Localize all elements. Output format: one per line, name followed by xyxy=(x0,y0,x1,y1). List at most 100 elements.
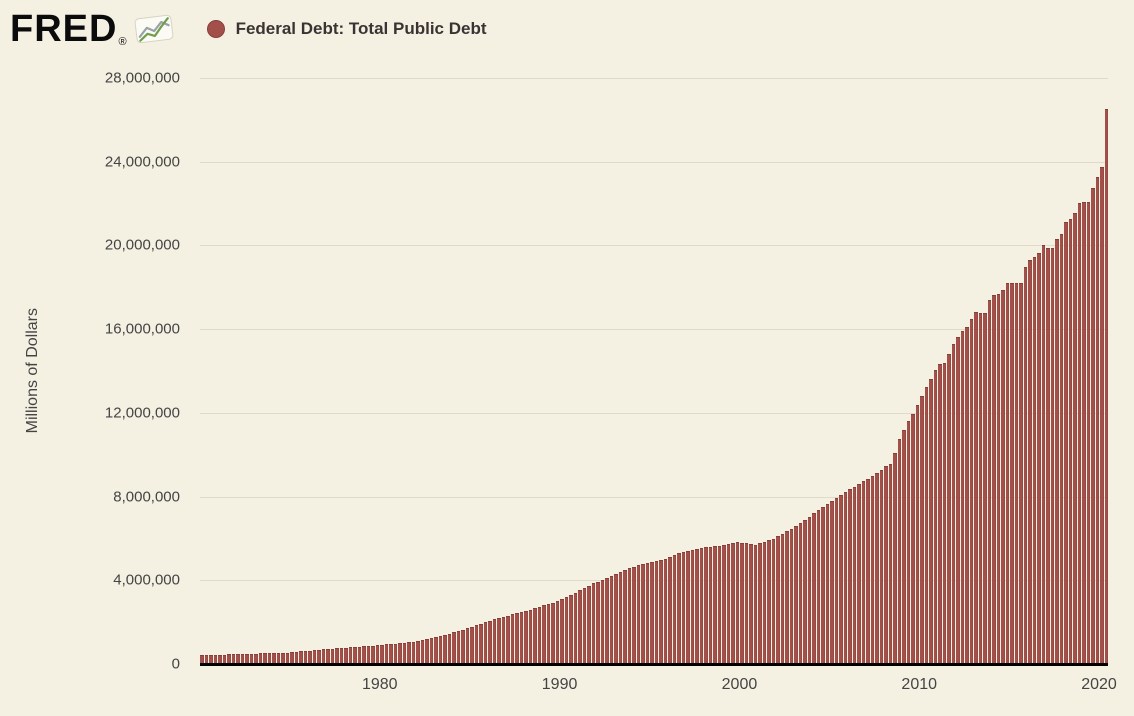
debt-bar[interactable] xyxy=(569,594,573,664)
debt-bar[interactable] xyxy=(1082,202,1086,664)
debt-bar[interactable] xyxy=(825,504,829,664)
debt-bar[interactable] xyxy=(1077,203,1081,664)
debt-bar[interactable] xyxy=(276,652,280,664)
debt-bar[interactable] xyxy=(519,612,523,664)
debt-bar[interactable] xyxy=(272,653,276,664)
debt-bar[interactable] xyxy=(389,644,393,664)
debt-bar[interactable] xyxy=(632,566,636,664)
debt-bar[interactable] xyxy=(789,528,793,664)
debt-bar[interactable] xyxy=(857,484,861,664)
debt-bar[interactable] xyxy=(798,522,802,664)
debt-bar[interactable] xyxy=(339,648,343,664)
debt-bar[interactable] xyxy=(1019,283,1023,664)
debt-bar[interactable] xyxy=(1005,283,1009,664)
debt-bar[interactable] xyxy=(677,553,681,664)
debt-bar[interactable] xyxy=(573,592,577,664)
debt-bar[interactable] xyxy=(443,634,447,664)
debt-bar[interactable] xyxy=(762,541,766,664)
debt-bar[interactable] xyxy=(249,653,253,664)
debt-bar[interactable] xyxy=(1055,239,1059,664)
debt-bar[interactable] xyxy=(497,618,501,664)
debt-bar[interactable] xyxy=(978,312,982,664)
debt-bar[interactable] xyxy=(231,654,235,664)
debt-bar[interactable] xyxy=(285,652,289,664)
debt-bar[interactable] xyxy=(492,619,496,664)
debt-bar[interactable] xyxy=(483,622,487,664)
debt-bar[interactable] xyxy=(294,651,298,664)
debt-bar[interactable] xyxy=(992,294,996,664)
debt-bar[interactable] xyxy=(344,647,348,664)
debt-bar[interactable] xyxy=(434,636,438,664)
debt-bar[interactable] xyxy=(942,362,946,664)
debt-bar[interactable] xyxy=(924,386,928,664)
debt-bar[interactable] xyxy=(947,353,951,664)
debt-bar[interactable] xyxy=(411,641,415,664)
debt-bar[interactable] xyxy=(821,507,825,664)
debt-bar[interactable] xyxy=(645,562,649,664)
debt-bar[interactable] xyxy=(510,614,514,664)
debt-bar[interactable] xyxy=(362,646,366,664)
debt-bar[interactable] xyxy=(447,633,451,664)
debt-bar[interactable] xyxy=(1028,259,1032,664)
debt-bar[interactable] xyxy=(213,654,217,664)
debt-bar[interactable] xyxy=(816,510,820,664)
debt-bar[interactable] xyxy=(1014,283,1018,664)
debt-bar[interactable] xyxy=(834,498,838,664)
debt-bar[interactable] xyxy=(200,655,204,664)
debt-bar[interactable] xyxy=(1104,108,1108,664)
debt-bar[interactable] xyxy=(803,519,807,664)
debt-bar[interactable] xyxy=(290,652,294,664)
debt-bar[interactable] xyxy=(546,604,550,664)
debt-bar[interactable] xyxy=(506,615,510,664)
debt-bar[interactable] xyxy=(218,654,222,664)
debt-bar[interactable] xyxy=(735,542,739,664)
debt-bar[interactable] xyxy=(740,542,744,664)
debt-bar[interactable] xyxy=(933,369,937,664)
debt-bar[interactable] xyxy=(371,645,375,664)
debt-bar[interactable] xyxy=(875,472,879,664)
debt-bar[interactable] xyxy=(951,344,955,664)
debt-bar[interactable] xyxy=(938,364,942,664)
debt-bar[interactable] xyxy=(726,543,730,664)
debt-bar[interactable] xyxy=(623,570,627,664)
debt-bar[interactable] xyxy=(690,549,694,664)
debt-bar[interactable] xyxy=(303,650,307,664)
debt-bar[interactable] xyxy=(560,599,564,664)
debt-bar[interactable] xyxy=(812,513,816,664)
debt-bar[interactable] xyxy=(474,625,478,664)
debt-bar[interactable] xyxy=(587,585,591,664)
debt-bar[interactable] xyxy=(888,464,892,664)
debt-bar[interactable] xyxy=(861,481,865,664)
debt-bar[interactable] xyxy=(839,495,843,664)
debt-bar[interactable] xyxy=(974,312,978,664)
debt-bar[interactable] xyxy=(402,642,406,664)
debt-bar[interactable] xyxy=(335,648,339,664)
debt-bar[interactable] xyxy=(591,583,595,664)
chart-plot-area[interactable] xyxy=(200,78,1108,666)
debt-bar[interactable] xyxy=(654,560,658,664)
debt-bar[interactable] xyxy=(704,547,708,664)
debt-bar[interactable] xyxy=(236,654,240,664)
debt-bar[interactable] xyxy=(843,492,847,664)
debt-bar[interactable] xyxy=(695,548,699,664)
debt-bar[interactable] xyxy=(614,573,618,664)
debt-bar[interactable] xyxy=(582,588,586,664)
debt-bar[interactable] xyxy=(1050,247,1054,664)
debt-bar[interactable] xyxy=(317,649,321,664)
debt-bar[interactable] xyxy=(204,655,208,664)
debt-bar[interactable] xyxy=(699,547,703,664)
debt-bar[interactable] xyxy=(380,644,384,664)
debt-bar[interactable] xyxy=(1100,167,1104,664)
debt-bar[interactable] xyxy=(209,655,213,664)
debt-bar[interactable] xyxy=(686,550,690,664)
debt-bar[interactable] xyxy=(600,579,604,664)
debt-bar[interactable] xyxy=(1064,221,1068,664)
debt-bar[interactable] xyxy=(731,543,735,664)
debt-bar[interactable] xyxy=(879,469,883,664)
debt-bar[interactable] xyxy=(1010,283,1014,664)
debt-bar[interactable] xyxy=(969,319,973,664)
debt-bar[interactable] xyxy=(1095,177,1099,664)
debt-bar[interactable] xyxy=(1023,267,1027,664)
debt-bar[interactable] xyxy=(758,543,762,664)
debt-bar[interactable] xyxy=(533,608,537,664)
